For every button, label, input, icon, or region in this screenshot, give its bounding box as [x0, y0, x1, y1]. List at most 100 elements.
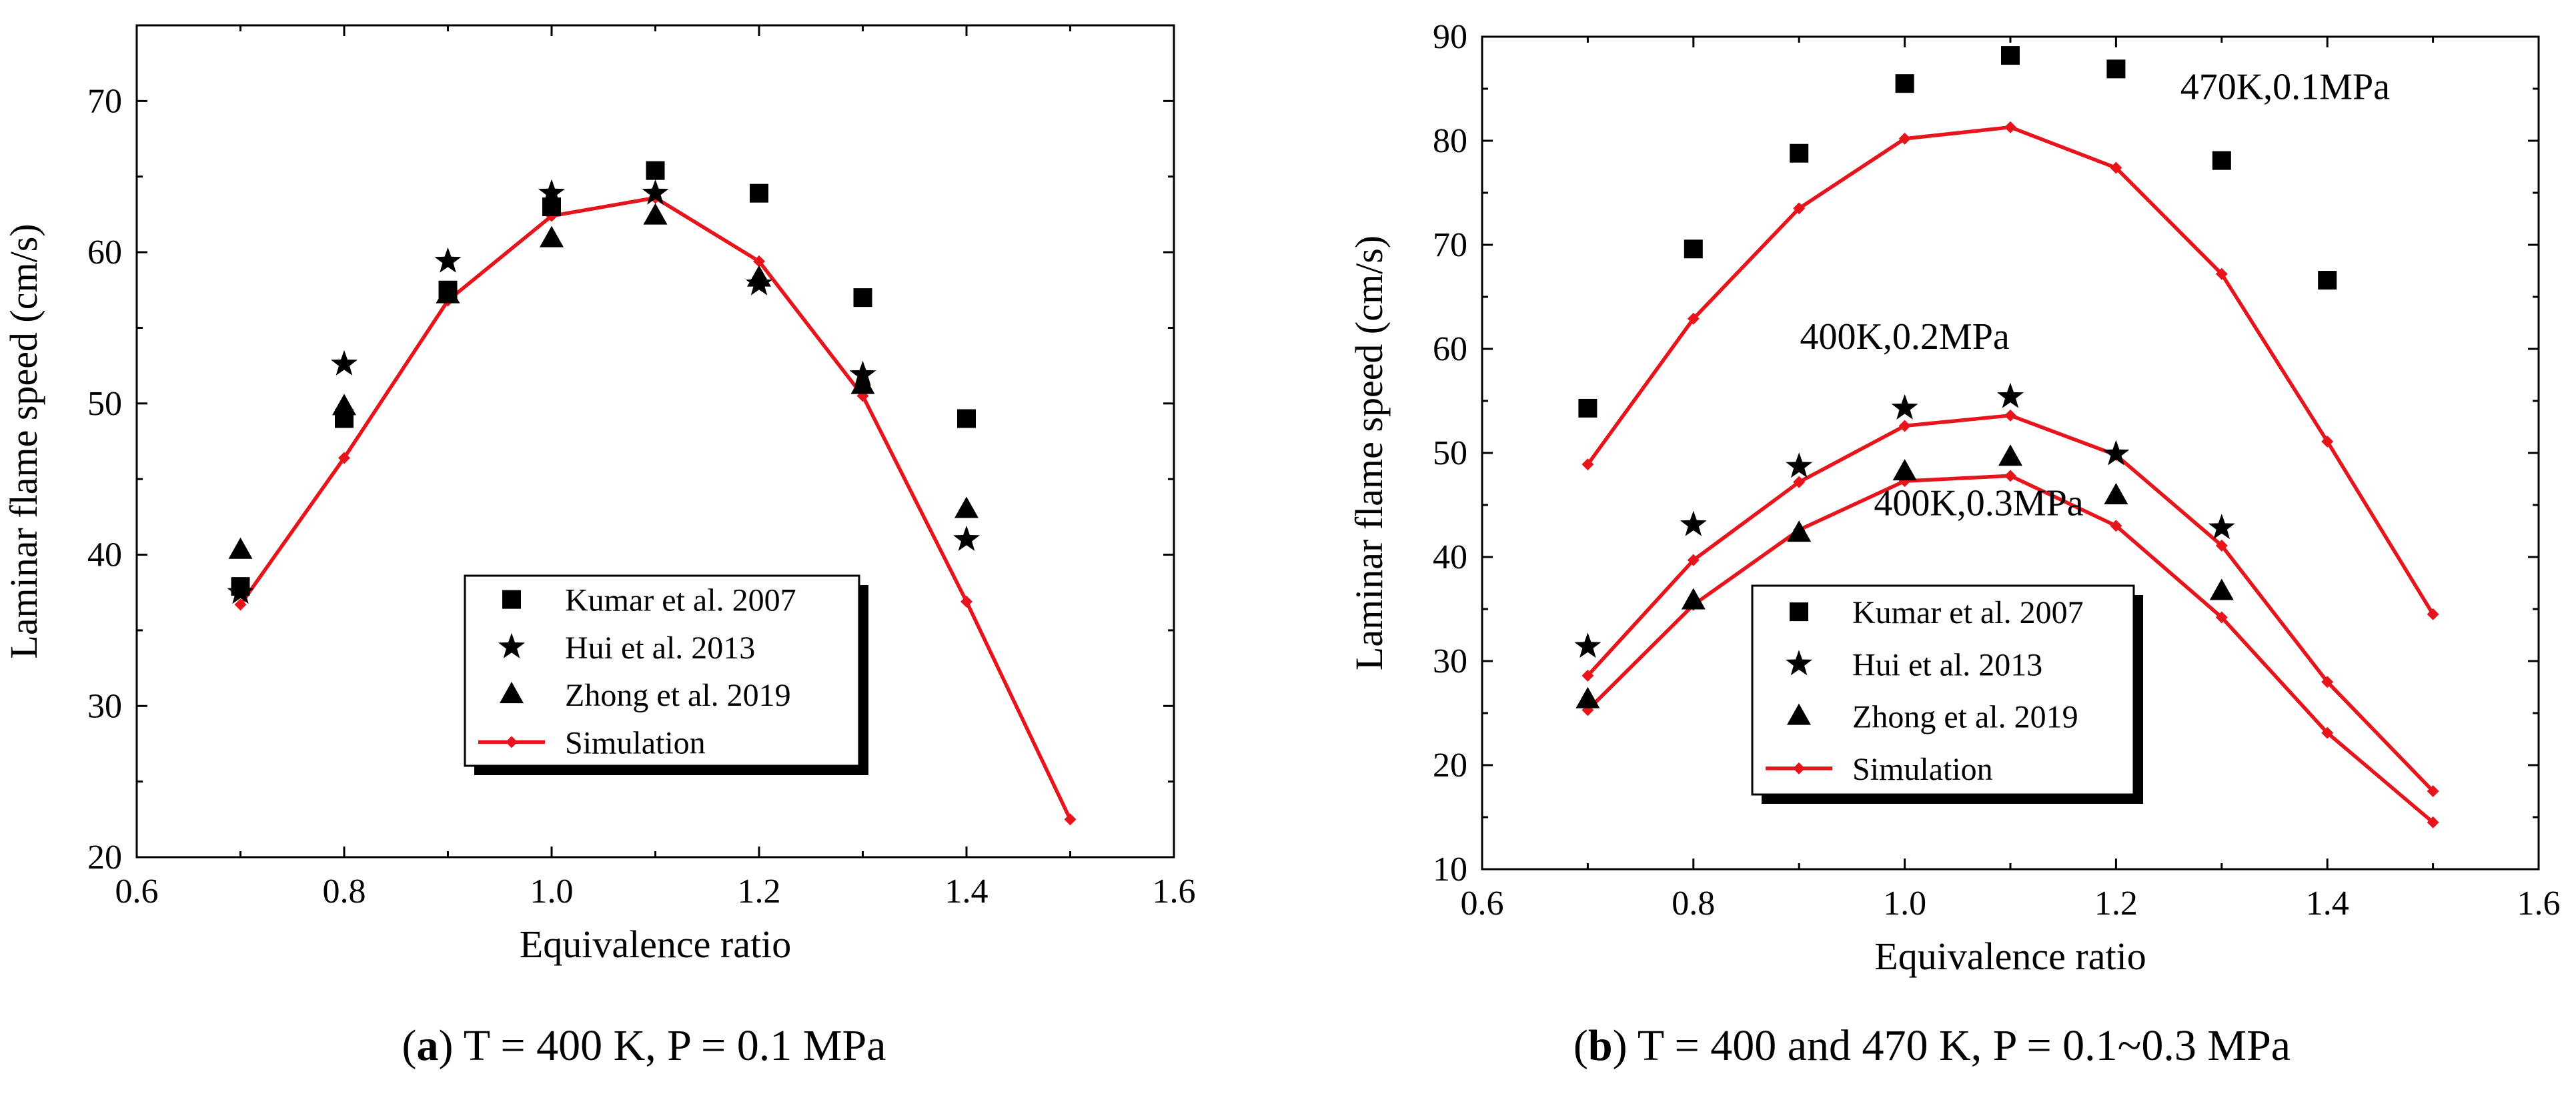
chart-b-square-marker — [1684, 239, 1703, 259]
chart-b-y-tick-label: 80 — [1433, 122, 1467, 160]
chart-a-star-marker — [953, 525, 980, 551]
chart-b-legend-label: Kumar et al. 2007 — [1852, 595, 2084, 630]
chart-b-triangle-marker — [2104, 482, 2128, 504]
chart-a-triangle-marker — [332, 394, 356, 416]
chart-a-simulation-point — [753, 255, 765, 267]
chart-b-simulation-point — [2321, 435, 2334, 448]
chart-a-legend: Kumar et al. 2007 Hui et al. 2013 Zhong et… — [464, 574, 868, 775]
chart-panel-b: 0.6 0.8 1.0 1.2 1.4 1.6 10 20 30 40 50 60 70 80 90 Equi… — [1288, 0, 2576, 1094]
chart-a-x-tick-label: 1.2 — [738, 873, 781, 911]
chart-b-y-tick-label: 20 — [1433, 746, 1467, 784]
chart-a-y-tick-label: 40 — [87, 536, 122, 574]
chart-b-annotation: 400K,0.3MPa — [1874, 483, 2083, 524]
chart-a-star-marker — [227, 578, 254, 604]
chart-b-simulation-point — [1687, 554, 1700, 566]
chart-b-series-3 — [1581, 121, 2439, 620]
chart-b-x-tick-label: 1.2 — [2094, 885, 2138, 923]
caption-a: (a) T = 400 K, P = 0.1 MPa — [402, 1021, 886, 1070]
chart-b-simulation-point — [1898, 132, 1911, 145]
caption-a-label: a — [416, 1021, 439, 1070]
chart-a-square-marker — [957, 409, 976, 428]
chart-b-square-marker — [2318, 271, 2337, 290]
chart-a-triangle-marker — [747, 265, 771, 287]
chart-b-simulation-point — [2004, 470, 2016, 482]
chart-b-triangle-marker — [1681, 588, 1706, 610]
chart-b-x-tick-label: 1.0 — [1883, 885, 1926, 923]
chart-b-simulation-point — [2321, 726, 2334, 739]
chart-b-x-tick-label: 0.8 — [1672, 885, 1715, 923]
chart-b-simulation-point — [2004, 121, 2016, 133]
chart-a-y-tick-label: 20 — [87, 839, 122, 877]
chart-a-legend-label: Kumar et al. 2007 — [565, 583, 796, 618]
chart-b-simulation-point — [1581, 669, 1594, 682]
chart-b-legend-line-marker — [1793, 762, 1805, 774]
caption-b: (b) T = 400 and 470 K, P = 0.1~0.3 MPa — [1573, 1021, 2291, 1070]
chart-a-legend-square-marker — [502, 590, 521, 609]
chart-a-y-tick-label: 50 — [87, 385, 122, 423]
chart-b-legend-box — [1751, 584, 2135, 796]
chart-b-simulation-point — [2427, 608, 2439, 620]
chart-a-square-marker — [750, 183, 768, 203]
chart-a-x-tick-label: 1.4 — [945, 873, 989, 911]
chart-b-triangle-marker — [2209, 578, 2234, 600]
chart-a-x-tick-label: 0.8 — [323, 873, 366, 911]
chart-a-legend-label: Simulation — [565, 725, 706, 760]
chart-b-star-marker — [2208, 514, 2235, 540]
chart-b-star-marker — [2102, 440, 2130, 466]
chart-b-simulation-point — [2427, 816, 2439, 829]
chart-a-star-marker — [642, 179, 669, 205]
chart-b-simulation-point — [2004, 409, 2016, 422]
chart-b-triangle-marker — [1998, 444, 2022, 466]
chart-b-triangle-marker — [1787, 520, 1812, 542]
caption-b-label: b — [1587, 1021, 1613, 1070]
chart-a-triangle-marker — [228, 537, 253, 559]
chart-b-star-marker — [1786, 452, 1813, 478]
chart-b-y-axis-label: Laminar flame speed (cm/s) — [1347, 235, 1391, 670]
chart-b-star-marker — [1997, 382, 2024, 408]
chart-b-legend-label: Zhong et al. 2019 — [1852, 700, 2078, 735]
chart-a-x-tick-label: 1.6 — [1153, 873, 1196, 911]
chart-b-simulation-point — [2427, 785, 2439, 797]
chart-b-y-tick-label: 50 — [1433, 434, 1467, 472]
chart-a-legend-box — [464, 574, 860, 767]
chart-b-legend: Kumar et al. 2007 Hui et al. 2013 Zhong et… — [1751, 584, 2143, 804]
chart-b-square-marker — [2001, 46, 2020, 65]
chart-a-star-marker — [434, 247, 462, 273]
chart-b-series-2 — [1575, 444, 2234, 708]
chart-a-legend-star-marker — [498, 632, 525, 658]
chart-a-square-marker — [853, 288, 872, 308]
chart-b-y-tick-label: 60 — [1433, 330, 1467, 368]
chart-b-simulation-point — [2110, 161, 2122, 174]
chart-a-triangle-marker — [954, 496, 979, 518]
chart-b-annotation: 470K,0.1MPa — [2180, 67, 2390, 108]
chart-b-square-marker — [2106, 59, 2126, 79]
chart-b-square-marker — [1578, 398, 1597, 418]
chart-a-triangle-marker — [850, 372, 875, 394]
chart-a-y-axis-label: Laminar flame speed (cm/s) — [2, 223, 45, 658]
chart-b-y-tick-label: 70 — [1433, 226, 1467, 264]
chart-a-x-axis-label: Equivalence ratio — [520, 923, 791, 966]
chart-b-y-tick-label: 10 — [1433, 851, 1467, 889]
chart-a-simulation-point — [960, 595, 973, 608]
chart-b-star-marker — [1574, 632, 1601, 658]
chart-a-legend-label: Zhong et al. 2019 — [565, 678, 791, 713]
chart-b-square-marker — [2212, 151, 2231, 170]
chart-b-simulation-point — [2215, 267, 2228, 280]
chart-b-x-tick-label: 1.4 — [2306, 885, 2349, 923]
chart-panel-a: 0.6 0.8 1.0 1.2 1.4 1.6 20 30 40 50 60 70 Equivalenc… — [2, 24, 1196, 1070]
chart-a-y-tick-label: 70 — [87, 82, 122, 120]
chart-b-triangle-marker — [1575, 686, 1600, 708]
chart-b-x-tick-label: 0.6 — [1461, 885, 1504, 923]
chart-a-legend-line-marker — [506, 736, 518, 748]
chart-b-y-tick-label: 30 — [1433, 642, 1467, 680]
chart-b-simulation-point — [1898, 420, 1911, 432]
caption-a-text: T = 400 K, P = 0.1 MPa — [463, 1021, 886, 1070]
chart-b-svg: 0.6 0.8 1.0 1.2 1.4 1.6 10 20 30 40 50 60 70 80 90 Equi… — [1347, 18, 2561, 978]
chart-b-x-tick-label: 1.6 — [2517, 885, 2561, 923]
chart-a-square-marker — [646, 161, 665, 180]
chart-b-series-0 — [1578, 46, 2337, 418]
chart-a-star-marker — [331, 350, 358, 376]
chart-b-simulation-point — [2215, 539, 2228, 552]
chart-b-simulation-point — [2215, 611, 2228, 624]
chart-a-legend-triangle-marker — [500, 682, 524, 704]
